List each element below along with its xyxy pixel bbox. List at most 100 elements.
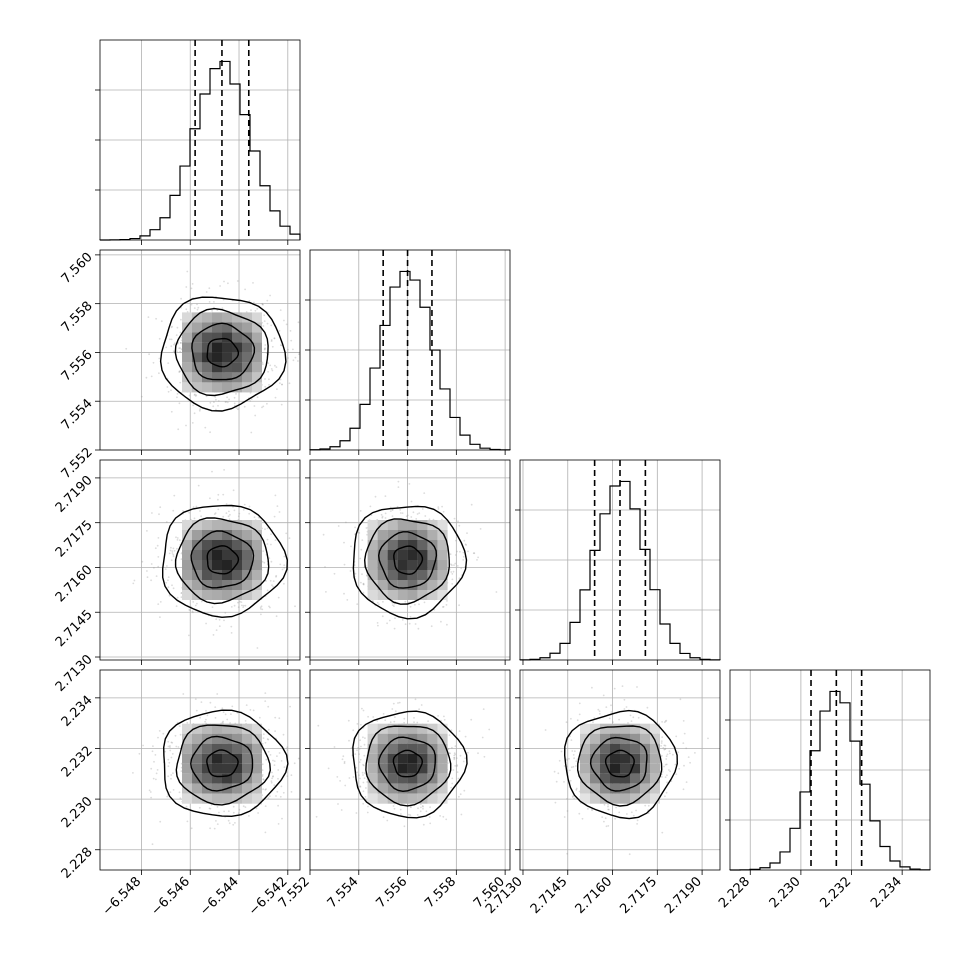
sample-point (297, 321, 300, 324)
sample-point (230, 606, 233, 608)
density-cell (192, 793, 202, 804)
sample-point (178, 791, 181, 794)
density-cell (580, 773, 590, 784)
sample-point (279, 378, 282, 381)
sample-point (358, 753, 360, 755)
density-cell (377, 570, 388, 580)
sample-point (185, 424, 187, 427)
sample-point (575, 788, 578, 791)
sample-point (397, 486, 400, 488)
sample-point (171, 753, 174, 755)
sample-point (453, 752, 456, 755)
sample-point (253, 405, 256, 407)
sample-point (267, 797, 270, 799)
density-cell (640, 733, 650, 744)
sample-point (430, 625, 433, 628)
sample-point (250, 309, 252, 312)
sample-point (462, 760, 465, 763)
density-cell (387, 723, 398, 734)
x-tick-label: 2.7145 (528, 874, 571, 917)
density-cell (640, 783, 650, 794)
density-cell (377, 773, 388, 784)
sample-point (661, 771, 664, 773)
contour-level-2 (175, 724, 272, 806)
x-tick-label: 2.7190 (662, 874, 705, 917)
density-cell (232, 793, 242, 804)
sample-point (442, 606, 444, 608)
sample-point (367, 715, 369, 718)
sample-point (362, 583, 365, 585)
sample-point (454, 765, 457, 767)
density-cell (222, 763, 232, 774)
sample-point (417, 807, 419, 810)
sample-point (273, 760, 276, 762)
sample-point (623, 708, 626, 710)
contour-level-3 (352, 505, 468, 620)
density-cell (222, 743, 232, 754)
density-cell (377, 753, 388, 764)
sample-point (168, 552, 171, 555)
density-cell (367, 723, 378, 734)
sample-point (391, 604, 394, 606)
density-cell (630, 743, 640, 754)
density-cell (600, 723, 610, 734)
sample-point (663, 721, 666, 724)
density-cell (387, 570, 398, 580)
density-cell (600, 793, 610, 804)
sample-point (178, 402, 181, 405)
sample-point (347, 719, 350, 722)
density-cell (610, 773, 620, 784)
density-cell (600, 743, 610, 754)
sample-point (271, 777, 273, 780)
y-tick-label: 2.7130 (53, 652, 96, 695)
sample-point (441, 505, 443, 508)
sample-point (442, 605, 445, 608)
sample-point (170, 389, 172, 392)
sample-point (381, 615, 384, 618)
sample-point (178, 370, 181, 373)
sample-point (473, 552, 476, 555)
sample-point (369, 505, 372, 508)
sample-point (158, 337, 161, 340)
sample-point (445, 604, 448, 606)
sample-point (167, 579, 169, 582)
sample-point (384, 512, 387, 515)
sample-point (171, 550, 174, 552)
density-cell (397, 550, 408, 560)
sample-point (445, 818, 448, 821)
sample-point (176, 547, 178, 550)
sample-point (271, 369, 274, 372)
sample-point (685, 781, 688, 783)
sample-point (665, 791, 668, 794)
density-cell (222, 550, 232, 560)
sample-point (664, 776, 667, 779)
sample-point (279, 795, 282, 798)
density-cell (232, 530, 242, 540)
sample-point (179, 370, 182, 373)
sample-point (410, 806, 412, 809)
sample-point (176, 396, 178, 399)
sample-point (327, 767, 330, 770)
density-cell (590, 793, 600, 804)
sample-point (225, 503, 228, 505)
sample-point (450, 563, 452, 566)
sample-point (252, 282, 254, 284)
sample-point (343, 541, 345, 544)
density-cell (640, 793, 650, 804)
sample-point (217, 404, 219, 407)
density-cell (377, 590, 388, 600)
sample-point (555, 780, 558, 783)
density-cell (580, 723, 590, 734)
density-cell (600, 763, 610, 774)
sample-point (569, 769, 571, 772)
sample-point (267, 728, 270, 731)
contour-level-2 (363, 518, 451, 605)
density-cell (630, 733, 640, 744)
sample-point (232, 823, 235, 826)
sample-point (250, 431, 253, 434)
sample-point (358, 748, 361, 750)
contour-level-0 (206, 545, 240, 575)
density-cell (417, 733, 428, 744)
sample-point (158, 730, 161, 732)
sample-point (356, 723, 359, 725)
